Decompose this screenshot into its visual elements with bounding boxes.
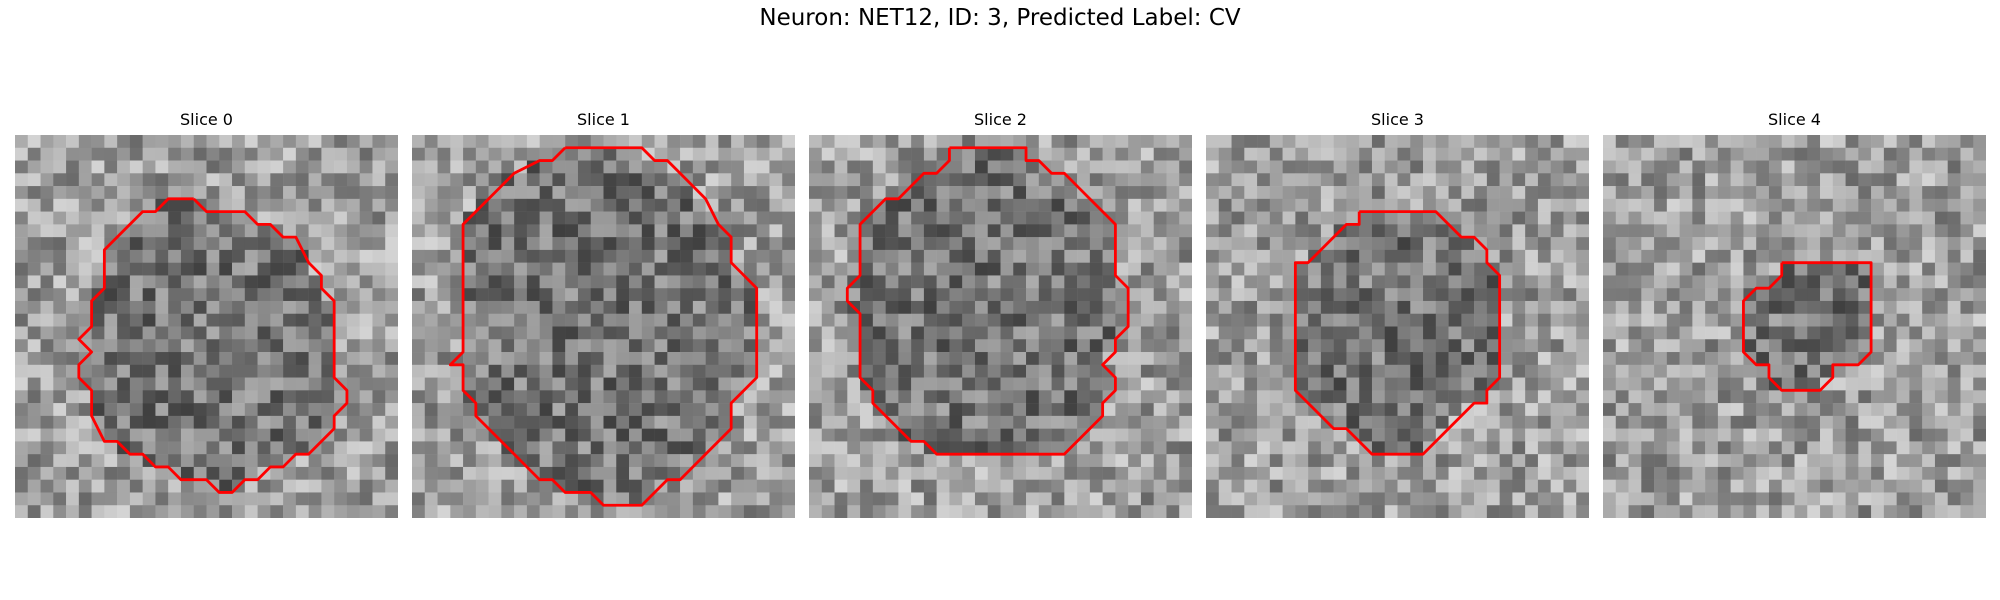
- slice-image: [412, 135, 795, 518]
- segmentation-contour: [448, 146, 759, 507]
- pixel-grid: [412, 135, 795, 518]
- slice-panel-0: Slice 0: [15, 109, 398, 518]
- pixel-grid: [1603, 135, 1986, 518]
- slice-title: Slice 3: [1371, 110, 1424, 129]
- slice-panel-4: Slice 4: [1603, 109, 1986, 518]
- slice-panel-2: Slice 2: [809, 109, 1192, 518]
- slice-image: [15, 135, 398, 518]
- pixel-grid: [809, 135, 1192, 518]
- pixel-grid: [1206, 135, 1589, 518]
- slice-title: Slice 4: [1768, 110, 1821, 129]
- slice-panel-3: Slice 3: [1206, 109, 1589, 518]
- segmentation-contour: [77, 197, 349, 494]
- slice-image: [1603, 135, 1986, 518]
- slice-title: Slice 1: [577, 110, 630, 129]
- segmentation-contour: [1293, 210, 1502, 456]
- slice-image: [809, 135, 1192, 518]
- slice-title: Slice 2: [974, 110, 1027, 129]
- slice-title: Slice 0: [180, 110, 233, 129]
- segmentation-contour: [1742, 261, 1873, 392]
- pixel-grid: [15, 135, 398, 518]
- segmentation-contour: [845, 146, 1130, 456]
- figure-title: Neuron: NET12, ID: 3, Predicted Label: C…: [759, 5, 1241, 31]
- slice-panel-1: Slice 1: [412, 109, 795, 518]
- slice-image: [1206, 135, 1589, 518]
